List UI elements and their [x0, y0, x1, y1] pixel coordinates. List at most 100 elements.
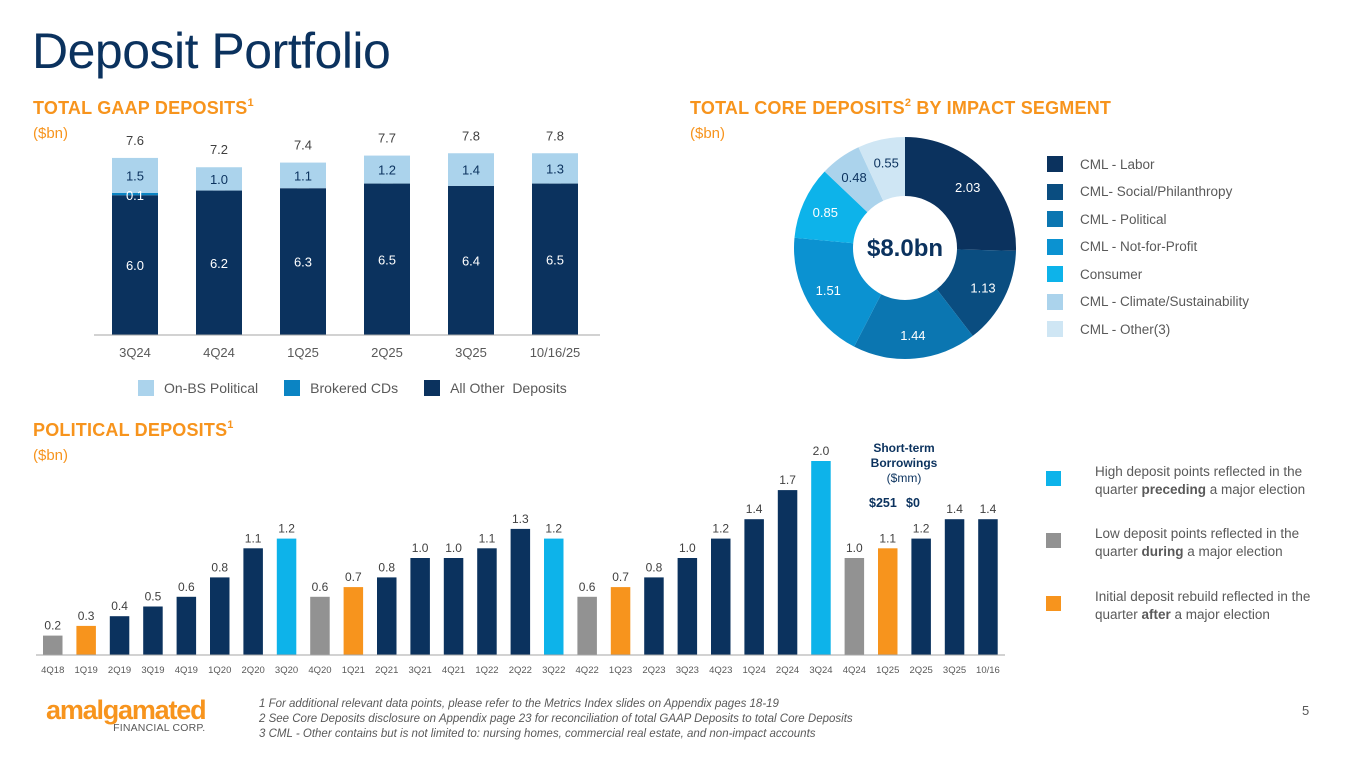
donut-slice — [905, 137, 1016, 251]
political-bar — [76, 625, 96, 655]
political-value-label: 0.6 — [312, 580, 329, 594]
legend-swatch — [1047, 238, 1063, 255]
political-value-label: 1.1 — [879, 531, 896, 545]
political-value-label: 1.4 — [746, 502, 763, 516]
page-title: Deposit Portfolio — [32, 23, 391, 79]
political-value-label: 1.7 — [779, 473, 796, 487]
political-category-label: 10/16 — [976, 665, 1000, 676]
donut-legend: CML - Labor CML- Social/Philanthropy CML… — [1047, 156, 1347, 356]
political-bar — [978, 519, 998, 655]
gaap-segment-label: 1.3 — [546, 161, 564, 176]
political-bar — [944, 519, 965, 655]
political-bar — [176, 596, 197, 655]
stb-value-1q25: $0 — [906, 496, 920, 510]
legend-item-on-bs-political: On-BS Political — [138, 380, 258, 396]
legend-label: CML - Political — [1080, 211, 1167, 227]
gaap-total-label: 7.6 — [126, 133, 144, 148]
gaap-bar-segment — [364, 155, 410, 184]
political-category-label: 3Q24 — [809, 665, 832, 676]
donut-slice-label: 0.85 — [813, 205, 838, 220]
gaap-deposits-chart: 6.0 0.1 1.5 7.6 3Q24 6.2 1.0 7.2 4Q24 6.3 1.1 7.4 1Q… — [94, 128, 600, 360]
political-bar — [544, 538, 564, 655]
donut-slice — [824, 147, 884, 213]
political-bar — [811, 461, 831, 655]
legend-swatch — [1047, 321, 1063, 337]
legend-label: CML - Not-for-Profit — [1080, 239, 1198, 254]
political-bar — [878, 548, 898, 655]
gaap-labels-group: 6.0 0.1 1.5 7.6 3Q24 6.2 1.0 7.2 4Q24 6.3 1.1 7.4 1Q… — [119, 128, 580, 360]
political-category-label: 4Q18 — [41, 665, 64, 676]
political-bar — [243, 548, 263, 655]
core-title-text: TOTAL CORE DEPOSITS — [690, 98, 905, 118]
political-value-label: 0.6 — [579, 580, 596, 594]
legend-item-cml-climate: CML - Climate/Sustainability — [1047, 293, 1250, 310]
political-bar — [410, 558, 430, 655]
legend-label: CML - Climate/Sustainability — [1080, 294, 1250, 309]
company-logo: amalgamated FINANCIAL CORP. — [46, 695, 207, 734]
gaap-bar-segment — [196, 167, 242, 191]
political-section-title: POLITICAL DEPOSITS1 — [33, 419, 234, 441]
donut-center-label: $8.0bn — [867, 235, 943, 262]
political-category-label: 2Q19 — [108, 665, 131, 676]
political-category-label: 1Q23 — [609, 665, 632, 676]
political-category-label: 2Q21 — [375, 665, 398, 676]
political-category-label: 3Q21 — [409, 665, 432, 676]
legend-swatch-on-bs-political — [138, 380, 154, 396]
political-bar — [844, 558, 865, 655]
core-footnote-ref: 2 — [904, 97, 912, 109]
legend-label: CML- Social/Philanthropy — [1080, 184, 1233, 199]
political-category-label: 3Q20 — [275, 665, 298, 676]
legend-item-cml-nfp: CML - Not-for-Profit — [1047, 238, 1198, 255]
stb-value-4q24: $251 — [869, 496, 897, 510]
political-category-label: 3Q25 — [943, 665, 966, 676]
legend-label-on-bs-political: On-BS Political — [164, 380, 259, 396]
gaap-total-label: 7.2 — [210, 142, 228, 157]
donut-slice-label: 0.48 — [841, 170, 866, 185]
political-bar — [43, 635, 63, 655]
gaap-legend: On-BS Political Brokered CDs All Other D… — [138, 380, 567, 396]
political-category-label: 1Q22 — [475, 665, 498, 676]
gaap-total-label: 7.8 — [462, 128, 480, 143]
gaap-bar-segment — [280, 162, 326, 189]
donut-slice-label: 2.03 — [955, 180, 980, 195]
political-category-label: 4Q21 — [442, 665, 465, 676]
gaap-total-label: 7.7 — [378, 131, 396, 146]
gaap-bar-segment — [112, 192, 158, 196]
donut-slice — [794, 237, 882, 347]
political-category-label: 1Q25 — [876, 665, 899, 676]
gaap-bar-segment — [532, 183, 578, 335]
gaap-bar-segment — [364, 183, 410, 335]
political-footnote-ref: 1 — [227, 419, 234, 431]
political-value-label: 1.1 — [245, 531, 262, 545]
donut-slice-label: 0.55 — [874, 156, 899, 171]
legend-swatch-after — [1046, 596, 1061, 611]
legend-item-cml-labor: CML - Labor — [1047, 156, 1155, 172]
political-bar — [711, 538, 731, 655]
political-value-label: 0.7 — [612, 570, 629, 584]
political-category-label: 3Q23 — [676, 665, 699, 676]
political-bar — [276, 538, 297, 655]
gaap-segment-label: 1.0 — [210, 172, 228, 187]
legend-swatch-during — [1046, 533, 1061, 548]
logo-wordmark: amalgamated — [46, 695, 207, 725]
political-value-label: 0.8 — [211, 560, 228, 574]
gaap-category-label: 3Q24 — [119, 345, 151, 360]
political-value-label: 1.0 — [679, 541, 696, 555]
stb-unit: ($mm) — [886, 471, 922, 485]
political-category-label: 4Q23 — [709, 665, 732, 676]
political-bar — [644, 577, 664, 655]
donut-slices-group — [794, 137, 1016, 359]
political-bar — [343, 587, 364, 655]
gaap-category-label: 2Q25 — [371, 345, 403, 360]
gaap-category-label: 4Q24 — [203, 345, 235, 360]
core-section-title: TOTAL CORE DEPOSITS2 BY IMPACT SEGMENT — [690, 97, 1111, 119]
political-category-label: 1Q24 — [743, 665, 766, 676]
gaap-bar-segment — [448, 185, 494, 335]
political-value-label: 1.1 — [479, 531, 496, 545]
political-value-label: 0.8 — [646, 560, 663, 574]
gaap-bars-group — [112, 153, 578, 335]
legend-label-all-other-deposits: All Other Deposits — [450, 380, 567, 396]
gaap-bar-segment — [448, 153, 494, 186]
political-value-label: 1.2 — [712, 522, 729, 536]
gaap-segment-label: 6.5 — [546, 252, 564, 267]
